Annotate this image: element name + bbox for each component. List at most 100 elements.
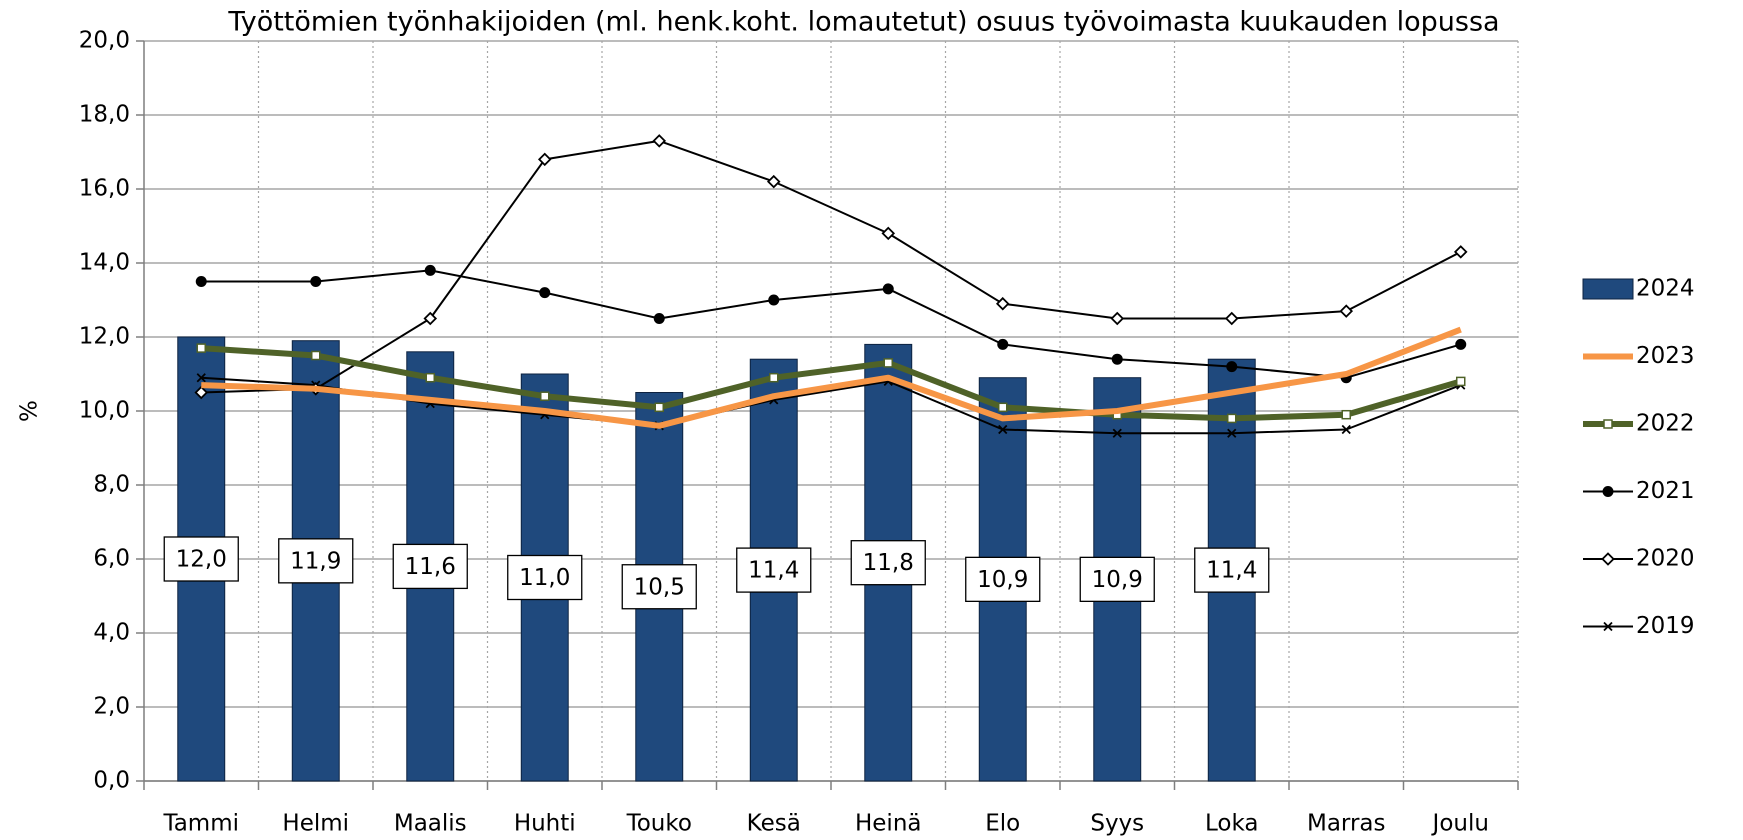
value-label: 11,6 (405, 554, 456, 580)
point (1110, 311, 1125, 326)
y-tick-label: 4,0 (93, 620, 130, 646)
x-tick-label: Loka (1205, 811, 1259, 837)
point (1341, 409, 1351, 420)
point (310, 276, 322, 287)
line (201, 269, 1462, 379)
y-axis-label: % (17, 400, 43, 422)
x-tick-label: Marras (1307, 811, 1386, 837)
value-label: 11,0 (519, 565, 570, 591)
point (1227, 413, 1237, 424)
x-tick-label: Tammi (162, 811, 239, 837)
y-tick-label: 0,0 (93, 768, 130, 794)
value-label: 11,8 (863, 550, 914, 576)
point (425, 372, 435, 383)
value-label-box (965, 556, 1041, 602)
point (196, 343, 206, 353)
point (1227, 428, 1237, 438)
point (311, 350, 321, 361)
x-tick-label: Touko (626, 811, 692, 837)
y-tick-label: 8,0 (93, 472, 130, 498)
value-label-box (736, 547, 812, 593)
y-tick-label: 14,0 (79, 250, 130, 276)
value-label: 11,9 (290, 548, 341, 574)
y-tick-label: 10,0 (79, 398, 130, 424)
point (194, 385, 209, 400)
point (423, 311, 438, 326)
y-tick-label: 2,0 (93, 694, 130, 720)
point (881, 226, 896, 241)
y-tick-label: 18,0 (79, 102, 130, 128)
legend-label: 2020 (1636, 546, 1695, 572)
point (653, 313, 665, 324)
point (768, 294, 780, 306)
line (201, 139, 1462, 394)
legend-item: 2021 (1583, 478, 1695, 504)
x-tick-label: Elo (985, 811, 1020, 837)
x-tick-label: Maalis (394, 811, 467, 837)
value-label-box (163, 536, 239, 582)
value-label: 11,4 (1206, 558, 1257, 584)
line (201, 326, 1462, 429)
point (995, 296, 1010, 311)
legend-label: 2022 (1636, 411, 1695, 437)
value-label-box (507, 554, 583, 601)
point (1341, 424, 1351, 435)
value-label-box (278, 538, 354, 584)
legend-item: 2023 (1583, 343, 1695, 369)
point (1226, 361, 1238, 373)
legend-marker (1601, 552, 1615, 566)
legend-item: 2022 (1583, 411, 1695, 437)
legend-marker (1603, 419, 1613, 429)
point (540, 391, 550, 401)
y-tick-label: 16,0 (79, 176, 130, 202)
point (195, 276, 207, 287)
point (766, 174, 781, 189)
legend-item: 2019 (1583, 613, 1695, 639)
point (1111, 353, 1123, 365)
point (1455, 338, 1467, 350)
point (539, 287, 551, 299)
point (883, 358, 893, 368)
point (998, 402, 1008, 413)
x-tick-label: Helmi (282, 811, 349, 837)
point (998, 424, 1008, 435)
x-tick-label: Huhti (514, 811, 576, 837)
legend-label: 2021 (1636, 478, 1695, 504)
legend-marker (1602, 486, 1614, 497)
x-tick-label: Syys (1090, 811, 1144, 837)
value-label: 10,9 (977, 567, 1028, 593)
point (652, 134, 667, 148)
legend-item: 2024 (1582, 276, 1695, 302)
value-label: 12,0 (176, 547, 227, 573)
value-label-box (621, 564, 697, 610)
y-tick-label: 6,0 (93, 546, 130, 572)
point (1456, 376, 1466, 387)
value-label: 10,5 (634, 574, 685, 600)
point (424, 264, 436, 276)
value-label: 11,4 (748, 558, 799, 584)
point (769, 372, 779, 383)
point (1224, 311, 1239, 326)
legend-label: 2023 (1636, 343, 1695, 369)
value-label-box (850, 540, 926, 586)
value-label-box (1194, 547, 1270, 593)
x-tick-label: Joulu (1431, 811, 1489, 837)
point (1453, 245, 1468, 259)
x-tick-label: Kesä (747, 811, 801, 837)
x-tick-label: Heinä (855, 811, 922, 837)
point (1112, 428, 1122, 438)
legend-item: 2020 (1583, 546, 1695, 572)
legend-label: 2024 (1636, 276, 1695, 302)
point (882, 283, 894, 295)
legend-swatch (1582, 278, 1634, 300)
point (997, 338, 1009, 350)
line (201, 345, 1462, 422)
point (196, 373, 206, 383)
y-tick-label: 20,0 (79, 28, 130, 54)
legend-label: 2019 (1636, 613, 1695, 639)
point (537, 152, 552, 167)
value-label-box (1079, 556, 1155, 602)
value-label: 10,9 (1092, 567, 1143, 593)
